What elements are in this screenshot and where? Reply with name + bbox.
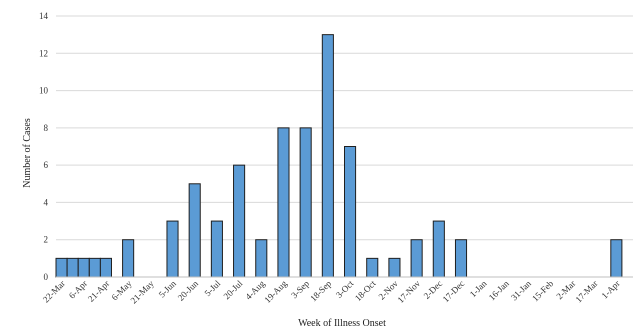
bar-22-Mar [55,257,68,278]
x-tick-label: 21-May [129,278,157,306]
y-tick-label: 6 [44,160,49,170]
bar-6-Apr [77,257,90,278]
bar-3-Sep [299,127,312,278]
x-tick-label: 18-Oct [353,278,378,303]
x-tick-label: 1-Jan [468,278,489,299]
y-tick-label: 0 [44,272,49,282]
x-tick-label: 20-Jun [176,278,201,303]
bar-2-Dec [432,220,445,278]
x-tick-label: 22-Mar [41,278,67,304]
y-tick-labels: 0 2 4 6 8 10 12 14 [39,11,49,282]
x-tick-label: 31-Jan [509,278,533,302]
bar-18-Sep [321,34,334,278]
bar-3-Oct [344,146,357,278]
x-tick-label: 18-Sep [308,278,333,303]
x-tick-label: 16-Jan [487,278,511,302]
y-tick-label: 4 [44,197,49,207]
x-tick-label: 21-Apr [86,278,111,303]
bar-17-Nov [410,239,423,278]
bar-20-Jul [233,164,246,278]
x-tick-label: 17-Nov [396,278,423,305]
bar-5-Jun [166,220,179,278]
bar-1-Apr [610,239,623,278]
bar-2-Nov [388,257,401,278]
y-tick-label: 10 [39,86,49,96]
x-tick-label: 5-Jul [203,278,223,298]
bar-20-Jun [188,183,201,278]
y-axis-title: Number of Cases [22,118,33,188]
x-tick-label: 17-Dec [441,278,467,304]
y-tick-label: 12 [39,48,48,58]
x-tick-label: 1-Apr [599,278,621,300]
bar-18-Oct [366,257,379,278]
bar-19-Aug [277,127,290,278]
y-tick-label: 14 [39,11,49,21]
y-tick-label: 8 [44,123,49,133]
x-tick-label: 15-Feb [530,278,555,303]
bar-13-Apr [88,257,101,278]
x-tick-label: 19-Aug [262,278,289,305]
bar-29-Mar [66,257,79,278]
x-tick-label: 20-Jul [222,278,245,301]
bars [55,34,623,278]
x-tick-label: 17-Mar [573,278,599,304]
y-tick-label: 2 [44,235,49,245]
bar-6-May [122,239,135,278]
bar-21-Apr [99,257,112,278]
bar-4-Aug [255,239,268,278]
x-axis-title: Week of Illness Onset [298,318,386,329]
bar-5-Jul [210,220,223,278]
bar-17-Dec [454,239,468,278]
